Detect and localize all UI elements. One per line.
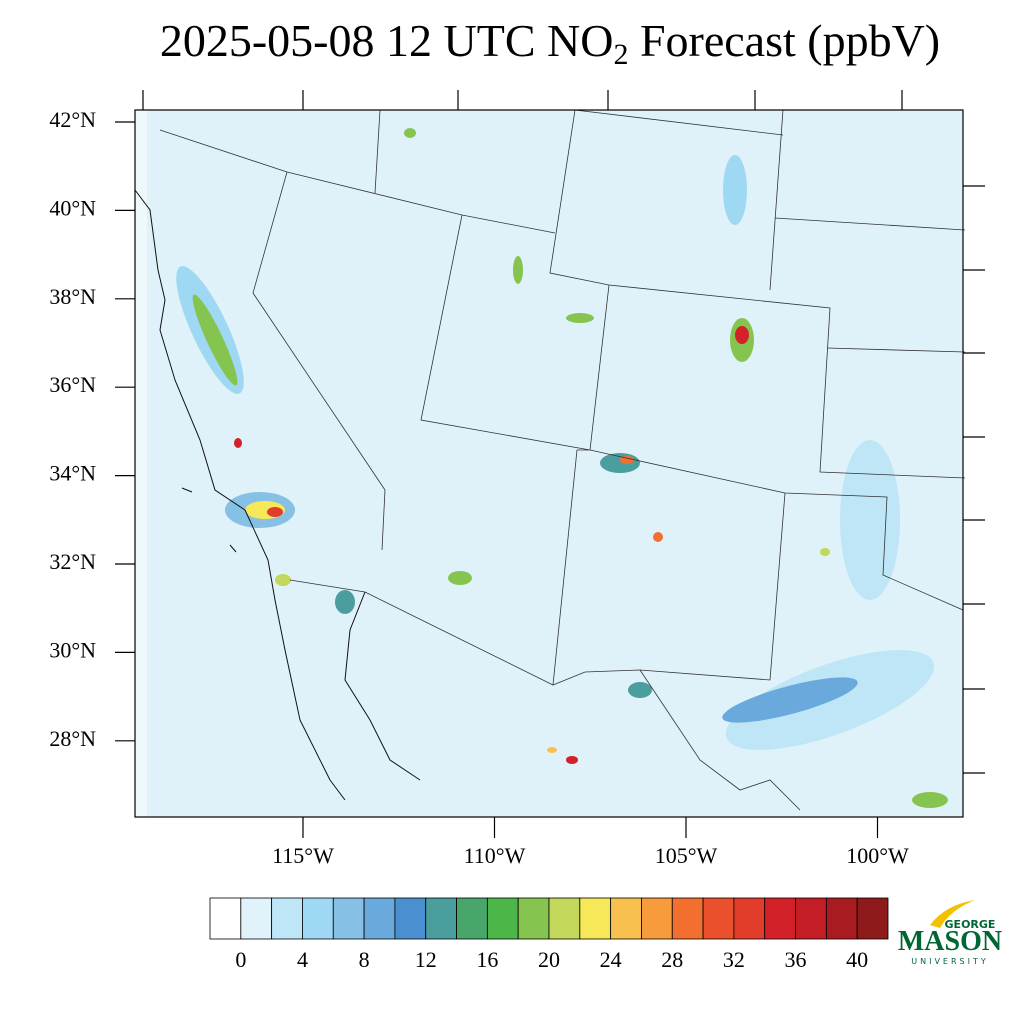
colorbar-box [825,897,858,940]
lon-label: 100°W [846,843,909,868]
lon-label: 115°W [272,843,334,868]
lat-label: 32°N [49,549,96,574]
colorbar-label: 28 [661,947,683,972]
lat-label: 36°N [49,372,96,397]
colorbar-label: 8 [359,947,370,972]
colorbar-box [332,897,365,940]
colorbar-box [579,897,612,940]
colorbar-label: 24 [600,947,622,972]
colorbar-box [394,897,427,940]
colorbar-box [302,897,334,940]
coastline [134,189,421,801]
colorbar-box [486,897,519,940]
title-sub: 2 [613,38,628,71]
ocean-edge [135,110,147,817]
colorbar-box [733,897,766,940]
map-frame [134,109,964,818]
colorbar-box [517,897,550,940]
lat-label: 42°N [49,107,96,132]
colorbar-label: 12 [415,947,437,972]
colorbar-label: 4 [297,947,308,972]
title-main: 2025-05-08 12 UTC NO [160,15,614,66]
colorbar-box [548,897,581,940]
colorbar-label: 20 [538,947,560,972]
title: 2025-05-08 12 UTC NO2 Forecast (ppbV) [160,15,940,71]
lat-label: 28°N [49,726,96,751]
colorbar-box [671,897,704,940]
colorbar-box [610,897,642,940]
lat-label: 40°N [49,195,96,220]
colorbar-label: 32 [723,947,745,972]
frame-ticks [142,90,985,774]
colorbar-label: 36 [785,947,807,972]
logo: GEORGE MASON UNIVERSITY [898,900,1002,966]
colorbar-box [363,897,396,940]
axes: 42°N 40°N 38°N 36°N 34°N 32°N 30°N 28°N 115°W 110… [49,107,909,868]
logo-swoosh [930,900,975,928]
colorbar-box [271,897,303,940]
map [134,90,985,818]
colorbar-box [702,897,735,940]
colorbar-box [764,897,796,940]
logo-top: GEORGE [945,918,996,931]
logo-bottom: UNIVERSITY [911,957,989,966]
title-rest: Forecast (ppbV) [628,15,940,66]
colorbar-label: 16 [476,947,498,972]
logo-name: MASON [898,926,1002,957]
lat-label: 34°N [49,461,96,486]
colorbar-box [795,897,827,940]
colorbar-box [425,897,457,940]
colorbar-box [209,897,242,940]
colorbar-label: 0 [235,947,246,972]
colorbar: 0 4 8 12 16 20 24 28 32 36 40 [209,897,889,972]
pollution-plumes [176,128,948,808]
lon-label: 105°W [655,843,718,868]
colorbar-box [641,897,673,940]
colorbar-box [456,897,488,940]
colorbar-box [240,897,273,940]
lat-label: 38°N [49,284,96,309]
colorbar-label: 40 [846,947,868,972]
lat-label: 30°N [49,637,96,662]
lon-label: 110°W [464,843,526,868]
colorbar-box [856,897,889,940]
